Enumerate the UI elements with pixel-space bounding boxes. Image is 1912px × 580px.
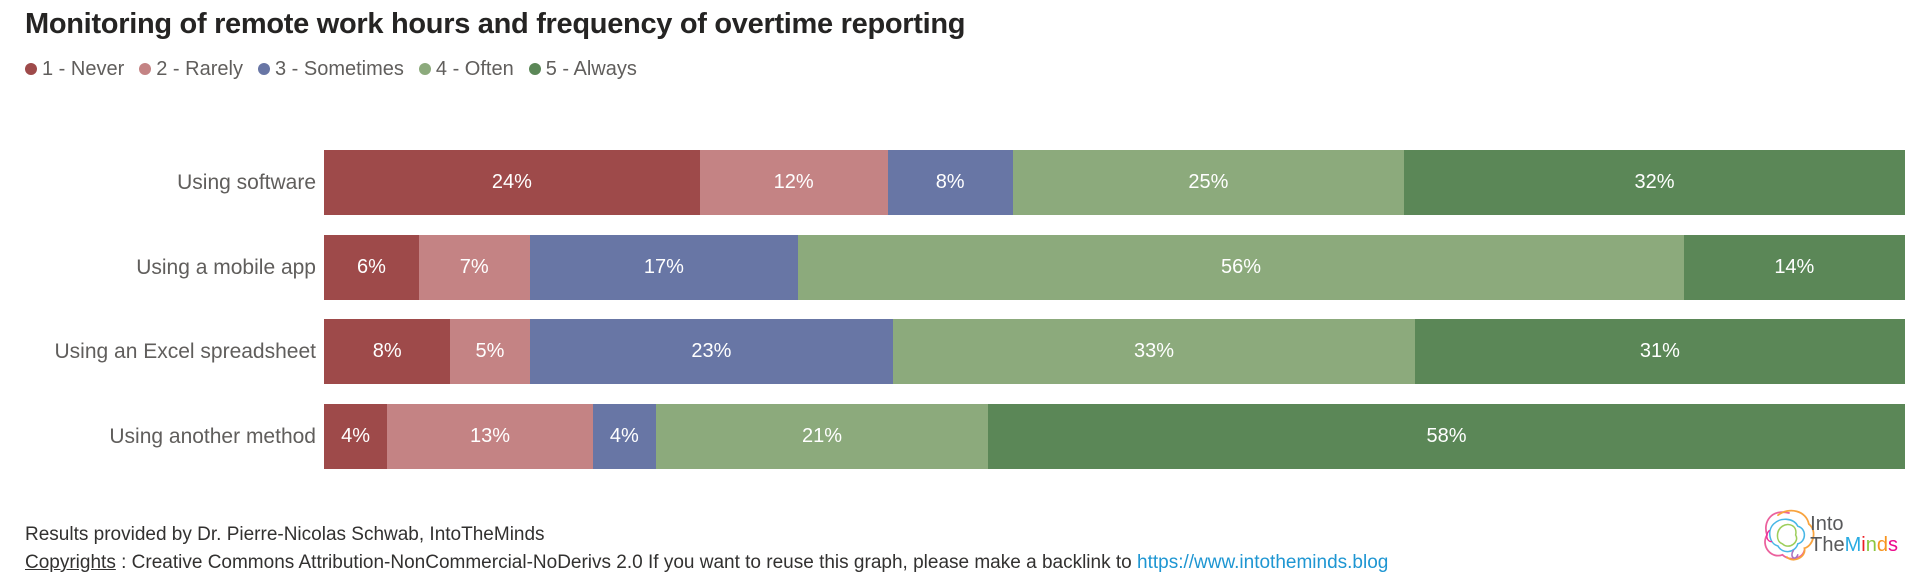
bar-segment: 4% xyxy=(592,404,656,470)
segment-value-label: 33% xyxy=(1134,340,1175,363)
bar-segment: 25% xyxy=(1012,150,1405,215)
segment-value-label: 6% xyxy=(356,255,386,278)
chart-row: Using software 24% 12% 8% 25% 32% xyxy=(0,150,1906,215)
legend-dot-icon xyxy=(25,63,37,75)
segment-value-label: 12% xyxy=(773,171,814,193)
logo-minds: Minds xyxy=(1845,534,1898,556)
bar-segment: 58% xyxy=(988,404,1905,470)
category-label: Using an Excel spreadsheet xyxy=(54,340,317,364)
segment-value-label: 56% xyxy=(1220,255,1261,278)
bar-segment: 31% xyxy=(1414,319,1905,385)
segment-value-label: 4% xyxy=(609,425,639,448)
chart-title: Monitoring of remote work hours and freq… xyxy=(25,8,966,40)
category-label: Using a mobile app xyxy=(136,255,316,279)
bar-segment: 14% xyxy=(1683,234,1905,300)
backlink-url[interactable]: https://www.intotheminds.blog xyxy=(1137,552,1389,573)
segment-value-label: 58% xyxy=(1426,425,1467,448)
copyrights-label: Copyrights xyxy=(25,552,116,573)
footer-copyright-line: Copyrights : Creative Commons Attributio… xyxy=(25,549,1388,577)
legend-item: 4 - Often xyxy=(418,57,514,81)
intotheminds-logo: Into TheMinds xyxy=(1756,502,1898,568)
bar-segment: 24% xyxy=(324,150,700,215)
bar-segment: 8% xyxy=(324,319,451,385)
category-label: Using software xyxy=(177,171,316,194)
legend-label: 4 - Often xyxy=(435,57,514,80)
segment-value-label: 31% xyxy=(1639,340,1680,363)
segment-value-label: 8% xyxy=(372,340,402,363)
segment-value-label: 7% xyxy=(459,255,489,278)
logo-the: The xyxy=(1810,534,1845,556)
bar-segment: 13% xyxy=(387,404,593,470)
segment-value-label: 5% xyxy=(475,340,505,363)
stacked-bar-chart: Using software 24% 12% 8% 25% 32% Using a mobi… xyxy=(0,150,1906,489)
bar-segment: 23% xyxy=(529,319,894,385)
bar-segment: 8% xyxy=(887,150,1013,215)
bar-segment: 7% xyxy=(418,234,530,300)
logo-minds-letter: s xyxy=(1888,534,1898,556)
stacked-bar: 4% 13% 4% 21% 58% xyxy=(324,404,1905,470)
bar-segment: 4% xyxy=(324,404,388,470)
chart-row: Using another method 4% 13% 4% 21% 58% xyxy=(0,404,1905,470)
bar-segment: 56% xyxy=(798,234,1684,300)
bar-segment: 6% xyxy=(324,234,419,300)
copyright-text: : Creative Commons Attribution-NonCommer… xyxy=(115,552,1137,573)
legend-dot-icon xyxy=(528,63,541,75)
segment-value-label: 14% xyxy=(1774,255,1815,278)
legend: 1 - Never 2 - Rarely 3 - Sometimes 4 - Ofte… xyxy=(25,57,1912,81)
legend-item: 5 - Always xyxy=(528,57,637,81)
segment-value-label: 17% xyxy=(643,255,684,278)
bar-segment: 33% xyxy=(893,319,1415,385)
legend-label: 5 - Always xyxy=(545,57,637,80)
segment-value-label: 21% xyxy=(801,425,843,448)
logo-line2: TheMinds xyxy=(1810,535,1898,556)
legend-label: 2 - Rarely xyxy=(156,57,243,80)
legend-label: 1 - Never xyxy=(42,57,125,80)
chart-row: Using an Excel spreadsheet 8% 5% 23% 33% 31% xyxy=(0,319,1905,385)
logo-minds-letter: n xyxy=(1865,534,1877,556)
brain-scribble-icon xyxy=(1764,509,1815,561)
stacked-bar: 6% 7% 17% 56% 14% xyxy=(324,234,1905,300)
logo-text: Into TheMinds xyxy=(1810,514,1898,556)
logo-minds-letter: M xyxy=(1844,534,1862,556)
logo-minds-letter: i xyxy=(1861,534,1866,556)
logo-line1: Into xyxy=(1810,513,1844,535)
legend-item: 3 - Sometimes xyxy=(257,57,404,81)
segment-value-label: 13% xyxy=(469,425,511,448)
segment-value-label: 8% xyxy=(935,171,965,193)
bar-segment: 21% xyxy=(656,404,989,470)
logo-minds-letter: d xyxy=(1876,534,1888,556)
bar-segment: 5% xyxy=(450,319,530,385)
segment-value-label: 23% xyxy=(691,340,732,363)
segment-value-label: 4% xyxy=(341,425,371,448)
chart-row: Using a mobile app 6% 7% 17% 56% 14% xyxy=(0,234,1905,300)
legend-item: 1 - Never xyxy=(25,58,124,81)
footer: Results provided by Dr. Pierre-Nicolas S… xyxy=(25,521,1388,577)
legend-dot-icon xyxy=(418,63,431,75)
legend-dot-icon xyxy=(257,63,270,75)
category-label: Using another method xyxy=(109,425,316,449)
bar-segment: 17% xyxy=(529,234,799,300)
stacked-bar: 24% 12% 8% 25% 32% xyxy=(324,150,1906,215)
bar-segment: 12% xyxy=(699,150,888,215)
legend-item: 2 - Rarely xyxy=(139,58,243,81)
segment-value-label: 32% xyxy=(1634,171,1675,193)
legend-label: 3 - Sometimes xyxy=(274,57,404,80)
bar-segment: 32% xyxy=(1404,150,1906,215)
footer-credit-line: Results provided by Dr. Pierre-Nicolas S… xyxy=(25,524,545,545)
stacked-bar: 8% 5% 23% 33% 31% xyxy=(324,319,1905,385)
segment-value-label: 25% xyxy=(1188,171,1229,193)
legend-dot-icon xyxy=(139,63,152,75)
segment-value-label: 24% xyxy=(491,171,532,193)
